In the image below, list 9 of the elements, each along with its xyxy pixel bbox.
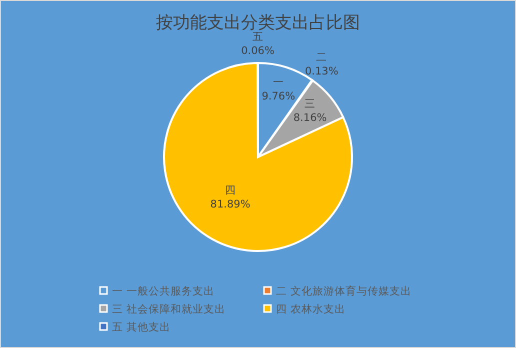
- data-label: 五 0.06%: [241, 31, 274, 57]
- legend-label: 一 一般公共服务支出: [112, 284, 214, 298]
- legend-label: 四 农林水支出: [276, 302, 346, 316]
- legend-label: 五 其他支出: [112, 320, 170, 334]
- data-label: 二 0.13%: [304, 51, 338, 78]
- legend-label: 三 社会保障和就业支出: [112, 302, 226, 316]
- data-label: 四 81.89%: [210, 184, 250, 211]
- legend-label: 二 文化旅游体育与传媒支出: [276, 284, 412, 298]
- chart-title: 按功能支出分类支出占比图: [156, 13, 360, 33]
